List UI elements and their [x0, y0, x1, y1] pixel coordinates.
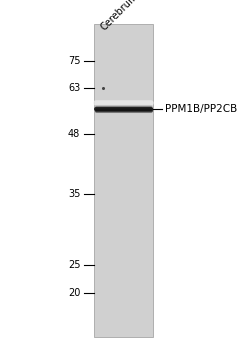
- Text: 75: 75: [68, 56, 80, 66]
- Text: Cerebrum: Cerebrum: [99, 0, 141, 33]
- Text: 20: 20: [68, 288, 80, 298]
- Text: 25: 25: [68, 261, 80, 270]
- Text: 35: 35: [68, 189, 80, 199]
- Text: PPM1B/PP2CB: PPM1B/PP2CB: [165, 104, 238, 114]
- Text: 48: 48: [68, 129, 80, 138]
- Text: 63: 63: [68, 84, 80, 93]
- FancyBboxPatch shape: [94, 24, 153, 337]
